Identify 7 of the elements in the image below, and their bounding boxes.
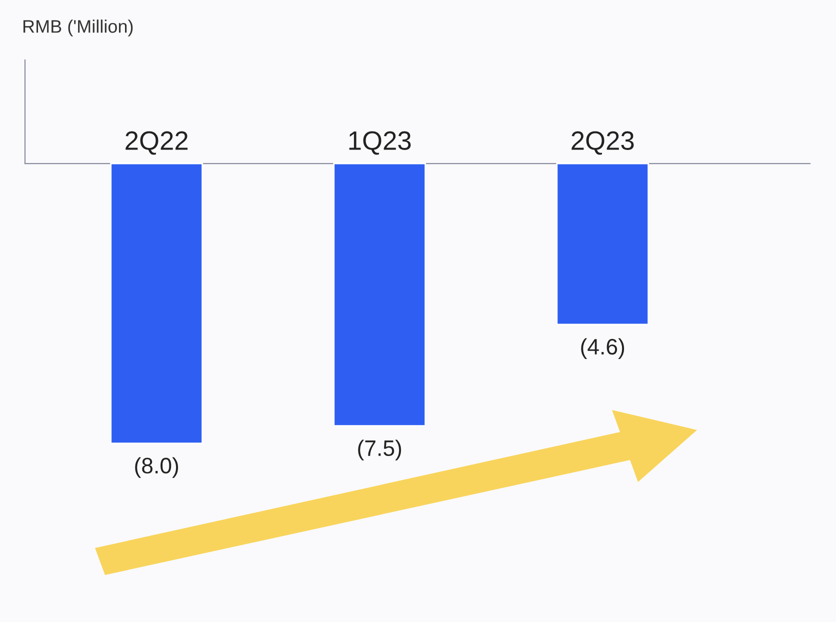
x-tick-label: 2Q23	[572, 131, 634, 155]
data-label: (7.5)	[358, 440, 402, 460]
text: RMB ('Million)	[23, 20, 133, 36]
x-tick-label: 2Q22	[126, 131, 188, 155]
data-label: (4.6)	[581, 338, 624, 359]
x-tick-label: 1Q23	[349, 131, 411, 155]
data-label: (8.0)	[135, 457, 178, 478]
